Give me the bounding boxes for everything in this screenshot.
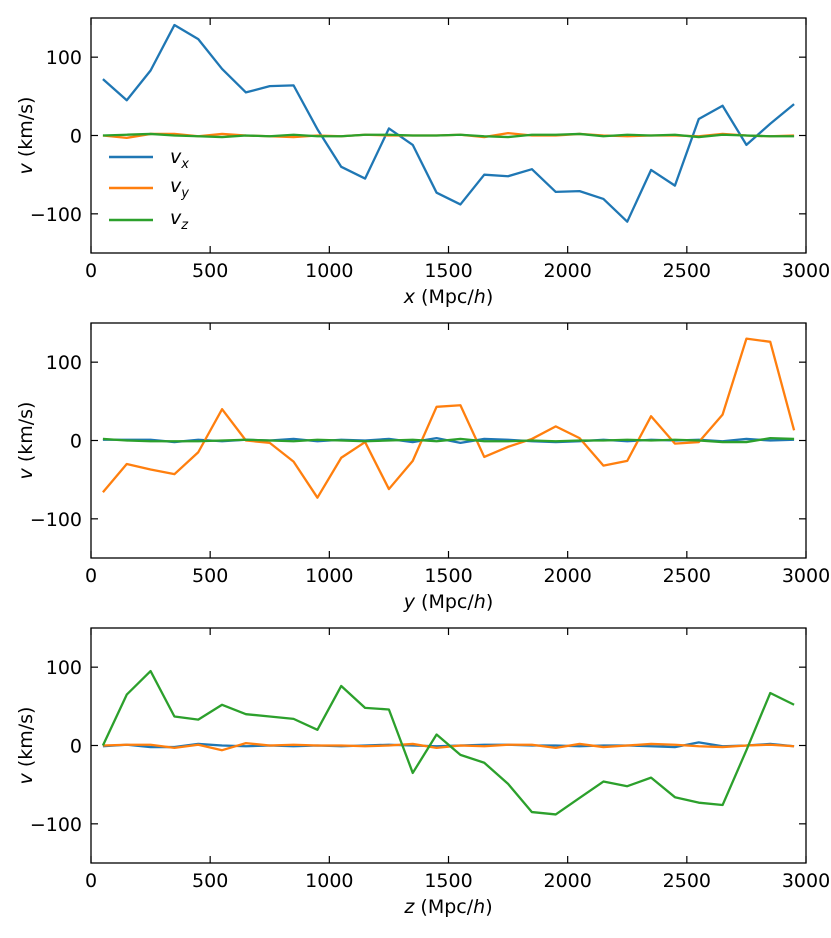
panel-y: −100 0 100 0 500 1000 1500 2000 2500 3000 v (km/…: [15, 322, 830, 613]
series-lines: [102, 23, 795, 223]
x-tick-label: 2000: [543, 565, 591, 587]
y-ticks: −100 0 100: [30, 352, 806, 531]
y-tick-label: −100: [30, 204, 82, 226]
x-axis-label: y (Mpc/h): [403, 591, 493, 613]
x-axis-label: x (Mpc/h): [403, 286, 493, 308]
x-tick-label: 500: [192, 260, 228, 282]
x-tick-label: 0: [85, 565, 97, 587]
x-tick-label: 3000: [782, 260, 830, 282]
legend: vx vy vz: [109, 146, 189, 233]
x-ticks: 0 500 1000 1500 2000 2500 3000: [85, 18, 830, 282]
y-tick-label: 100: [46, 657, 82, 679]
axes-frame: [90, 627, 807, 864]
x-tick-label: 3000: [782, 565, 830, 587]
series-line-vy: [102, 742, 795, 752]
y-tick-label: 0: [70, 431, 82, 453]
axes-frame: [90, 17, 807, 254]
series-line-vy: [102, 337, 796, 499]
x-tick-label: 1000: [305, 260, 353, 282]
series-line-vz: [101, 669, 795, 816]
axes-frame: [90, 322, 807, 559]
y-ticks: −100 0 100: [30, 47, 806, 226]
x-tick-label: 3000: [782, 870, 830, 892]
series-line-vx: [102, 23, 795, 223]
x-tick-label: 1500: [424, 870, 472, 892]
y-tick-label: 100: [46, 352, 82, 374]
x-tick-label: 2000: [543, 870, 591, 892]
x-tick-label: 500: [192, 870, 228, 892]
series-lines: [101, 669, 795, 816]
x-tick-label: 1000: [305, 565, 353, 587]
y-axis-label: v (km/s): [15, 402, 37, 480]
series-line-vz: [102, 436, 795, 444]
x-tick-label: 2500: [663, 260, 711, 282]
x-tick-label: 0: [85, 260, 97, 282]
panel-x: −100 0 100 0 500 1000 1500 2000 2500 3000 v (km/…: [15, 17, 830, 308]
y-axis-label: v (km/s): [15, 97, 37, 175]
x-tick-label: 2500: [663, 870, 711, 892]
y-tick-label: −100: [30, 509, 82, 531]
x-tick-label: 1000: [305, 870, 353, 892]
x-ticks: 0 500 1000 1500 2000 2500 3000: [85, 628, 830, 892]
x-ticks: 0 500 1000 1500 2000 2500 3000: [85, 323, 830, 587]
y-tick-label: 0: [70, 126, 82, 148]
x-tick-label: 0: [85, 870, 97, 892]
x-axis-label: z (Mpc/h): [403, 896, 492, 918]
y-tick-label: −100: [30, 814, 82, 836]
x-tick-label: 2500: [663, 565, 711, 587]
y-ticks: −100 0 100: [30, 657, 806, 836]
legend-label-vy: vy: [170, 175, 189, 201]
y-tick-label: 0: [70, 736, 82, 758]
x-tick-label: 2000: [543, 260, 591, 282]
y-axis-label: v (km/s): [15, 707, 37, 785]
x-tick-label: 500: [192, 565, 228, 587]
legend-label-vz: vz: [170, 207, 189, 233]
series-line-vz: [102, 132, 795, 139]
x-tick-label: 1500: [424, 260, 472, 282]
panel-z: −100 0 100 0 500 1000 1500 2000 2500 3000 v (km/…: [15, 627, 830, 918]
y-tick-label: 100: [46, 47, 82, 69]
legend-label-vx: vx: [170, 146, 189, 172]
series-lines: [102, 337, 796, 499]
x-tick-label: 1500: [424, 565, 472, 587]
